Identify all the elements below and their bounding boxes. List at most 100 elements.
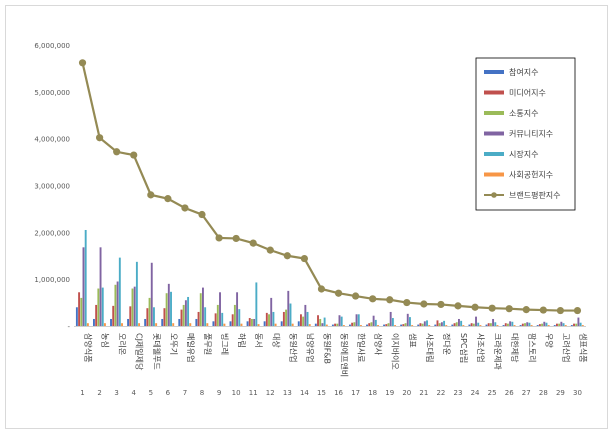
x-category-label: 동서 [254,333,263,348]
line-point [266,246,274,254]
bar [155,323,158,326]
bar [236,292,239,326]
line-point [334,289,343,297]
line-point [164,195,172,203]
x-category-label: 매일유업 [186,333,195,362]
bar [426,320,428,326]
line-point [386,296,394,304]
bar [231,314,234,326]
legend-label: 브랜드평판지수 [509,190,561,200]
bar [317,315,319,326]
bar [118,257,121,326]
bar [543,321,546,326]
bar [556,323,558,326]
x-category-number: 29 [556,389,565,397]
bar [251,318,253,326]
bar [351,322,354,326]
bar [180,309,183,326]
bar [470,323,473,326]
bar [246,321,249,326]
bar [411,325,414,326]
x-category-number: 11 [249,389,258,397]
y-tick-label: 2,000,000 [34,229,70,237]
bar [513,325,516,326]
bar [421,323,424,326]
line-point [181,204,189,212]
bar [451,324,454,326]
line-point [96,134,104,142]
bar [93,318,95,326]
x-category-number: 14 [300,389,309,397]
line-point [522,306,530,314]
legend-label: 사회공헌지수 [509,171,553,180]
bar [409,317,411,326]
legend-swatch-marker [491,192,497,198]
x-category-number: 7 [183,389,187,397]
bar [521,323,524,326]
bar [479,325,482,326]
bar [509,321,512,326]
bar [265,312,268,326]
x-category-number: 6 [166,389,171,397]
y-tick-label: 6,000,000 [34,42,70,50]
legend-label: 미디어지수 [509,88,546,98]
x-category-number: 10 [232,389,241,397]
bar [368,323,371,326]
bar [161,318,164,326]
bar [216,304,219,326]
bar [455,322,458,326]
bar [372,315,375,326]
x-category-number: 30 [573,389,582,397]
x-category-number: 17 [351,389,360,397]
y-tick-label: - [67,323,70,331]
bar [300,314,302,326]
bar [472,323,475,326]
bar [229,321,232,326]
bar [434,324,437,326]
bar [110,318,112,326]
x-category-number: 13 [283,389,292,397]
bar [547,325,550,326]
bar [581,325,584,326]
bar [400,324,403,326]
line-point [232,234,240,243]
legend-swatch [484,111,504,115]
bar [144,318,147,326]
bar [357,314,360,326]
x-category-label: 대한제당 [510,333,520,363]
bar [99,247,102,326]
bar [78,292,81,326]
bar [496,325,499,326]
bar [304,304,307,326]
bar [560,321,563,326]
chart-frame: - 1,000,000 2,000,000 3,000,000 4,000,000 5,0… [5,5,608,429]
bar [389,311,392,326]
bar [308,324,311,326]
x-category-label: 오뚜기 [169,333,178,355]
bar [223,323,226,326]
bar [419,323,422,326]
line-point [403,298,411,307]
x-category-label: 정다운 [442,333,452,355]
line-point [437,300,445,309]
bar [360,325,362,326]
x-category-number: 3 [114,389,118,397]
x-category-number: 24 [471,389,480,397]
line-point [573,306,582,315]
line-point [556,306,565,315]
bar [417,324,420,326]
bar [440,322,443,326]
bar [468,324,471,326]
bar [562,323,565,326]
bar [127,318,130,326]
bar [492,318,495,326]
bar [391,318,394,326]
x-category-label: 사조산업 [476,333,486,362]
bar [255,282,258,326]
x-category-number: 27 [522,389,531,397]
bar [148,297,151,326]
bar [133,286,136,326]
bar [323,317,326,326]
line-point [130,151,138,159]
bar [131,288,134,326]
